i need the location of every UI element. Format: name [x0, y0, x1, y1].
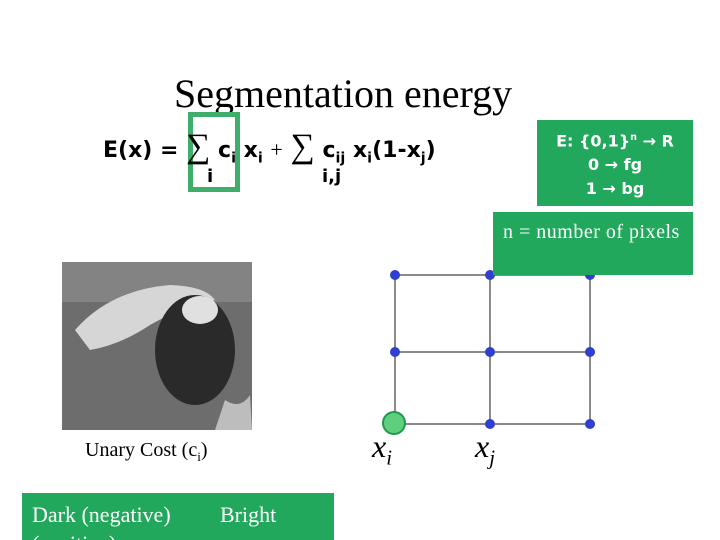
text: x: [372, 428, 387, 464]
node: [485, 419, 495, 429]
legend-box: Dark (negative) Bright (positive): [22, 493, 334, 540]
term: c: [322, 138, 336, 163]
term: c: [218, 138, 232, 163]
subscript: i: [257, 150, 263, 167]
text: Unary Cost (c: [85, 439, 198, 461]
note-box: n = number of pixels: [493, 212, 693, 275]
term: ): [425, 138, 436, 163]
definition-line: 1 → bg: [585, 179, 645, 199]
sum-index: i: [207, 166, 214, 187]
term: (1-x: [372, 138, 421, 163]
definition-box: E: {0,1}n → R 0 → fg 1 → bg: [537, 120, 693, 206]
text: → R: [642, 131, 674, 151]
image-caption: Unary Cost (ci): [85, 439, 208, 465]
subscript: i: [367, 150, 373, 167]
term: x: [243, 138, 258, 163]
term: x: [352, 138, 368, 163]
definition-line: E: {0,1}n → R: [537, 126, 693, 153]
subscript: j: [420, 150, 426, 167]
plus: +: [270, 137, 283, 162]
graph-label: xj: [475, 428, 495, 470]
node: [585, 347, 595, 357]
text: x: [475, 428, 490, 464]
foliage: [215, 395, 252, 430]
sum-index: i,j: [322, 166, 342, 187]
throat: [182, 296, 218, 324]
toucan-image: [62, 262, 252, 430]
subscript: i: [386, 446, 392, 470]
subscript: i: [197, 449, 201, 464]
subscript: ij: [335, 150, 346, 167]
subscript: j: [489, 446, 495, 470]
highlight-node: [382, 411, 406, 435]
highlight-box: [188, 112, 240, 192]
node: [485, 270, 495, 280]
body: [155, 295, 235, 405]
sum: ∑: [290, 128, 315, 165]
definition-line: 0 → fg: [587, 155, 643, 175]
legend-bright: Bright: [220, 502, 277, 527]
node: [485, 347, 495, 357]
node: [390, 347, 400, 357]
formula-lhs: E(x) =: [103, 138, 179, 163]
title: Segmentation energy: [174, 71, 513, 116]
legend-positive: (positive): [32, 531, 116, 540]
subscript: i: [231, 150, 236, 167]
superscript: n: [630, 132, 637, 143]
sum: ∑: [186, 128, 211, 165]
formula: E(x) = ∑ ci xi + ∑ cij xi(1-xj): [103, 128, 436, 166]
node: [585, 419, 595, 429]
text: ): [200, 439, 208, 461]
node: [390, 270, 400, 280]
legend-dark: Dark (negative): [32, 502, 171, 527]
graph-label: xi: [372, 428, 392, 470]
text: E: {0,1}: [556, 131, 631, 151]
graph-nodes: [390, 270, 595, 429]
